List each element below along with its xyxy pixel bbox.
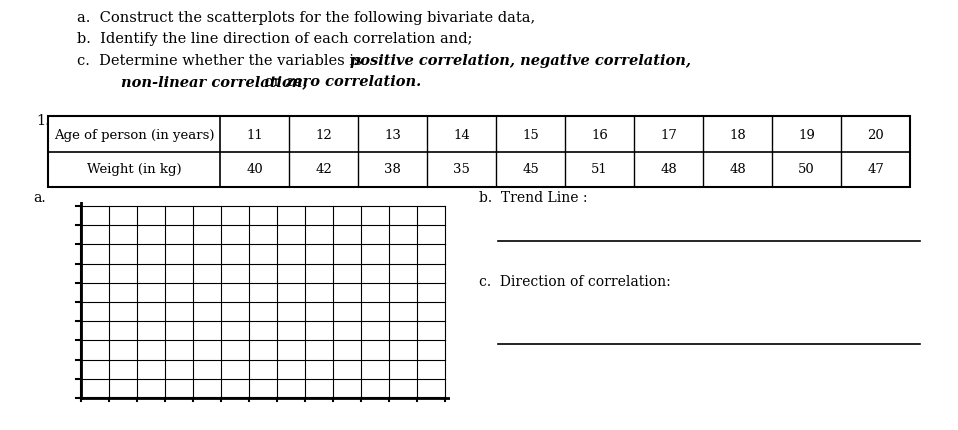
Text: b.  Identify the line direction of each correlation and;: b. Identify the line direction of each c…: [77, 32, 472, 46]
Text: c.  Determine whether the variables is: c. Determine whether the variables is: [77, 54, 366, 68]
Text: 12: 12: [315, 129, 332, 142]
Text: 20: 20: [867, 129, 884, 142]
Text: 42: 42: [315, 163, 332, 176]
Text: 51: 51: [591, 163, 608, 176]
Text: a.  Construct the scatterplots for the following bivariate data,: a. Construct the scatterplots for the fo…: [77, 11, 535, 25]
Text: non-linear correlation,: non-linear correlation,: [121, 75, 308, 89]
Text: 11: 11: [246, 129, 263, 142]
Text: 14: 14: [453, 129, 470, 142]
Text: 16: 16: [591, 129, 608, 142]
Text: 15: 15: [522, 129, 539, 142]
Text: 1.: 1.: [36, 114, 50, 128]
Text: 13: 13: [384, 129, 401, 142]
Text: 38: 38: [384, 163, 401, 176]
Text: c.  Direction of correlation:: c. Direction of correlation:: [479, 275, 671, 289]
Text: 35: 35: [453, 163, 470, 176]
Text: 48: 48: [729, 163, 746, 176]
Text: zero correlation.: zero correlation.: [285, 75, 422, 89]
Text: or: or: [260, 75, 285, 89]
Text: 40: 40: [246, 163, 263, 176]
Text: 50: 50: [798, 163, 815, 176]
Text: 19: 19: [798, 129, 815, 142]
Text: Weight (in kg): Weight (in kg): [87, 163, 181, 176]
Text: b.  Trend Line :: b. Trend Line :: [479, 191, 587, 206]
Text: 45: 45: [522, 163, 539, 176]
Text: Age of person (in years): Age of person (in years): [54, 129, 215, 142]
Text: positive correlation, negative correlation,: positive correlation, negative correlati…: [350, 54, 691, 68]
Text: 17: 17: [660, 129, 677, 142]
Text: 48: 48: [660, 163, 677, 176]
Text: 18: 18: [729, 129, 746, 142]
Text: a.: a.: [34, 191, 46, 206]
Text: 47: 47: [867, 163, 884, 176]
